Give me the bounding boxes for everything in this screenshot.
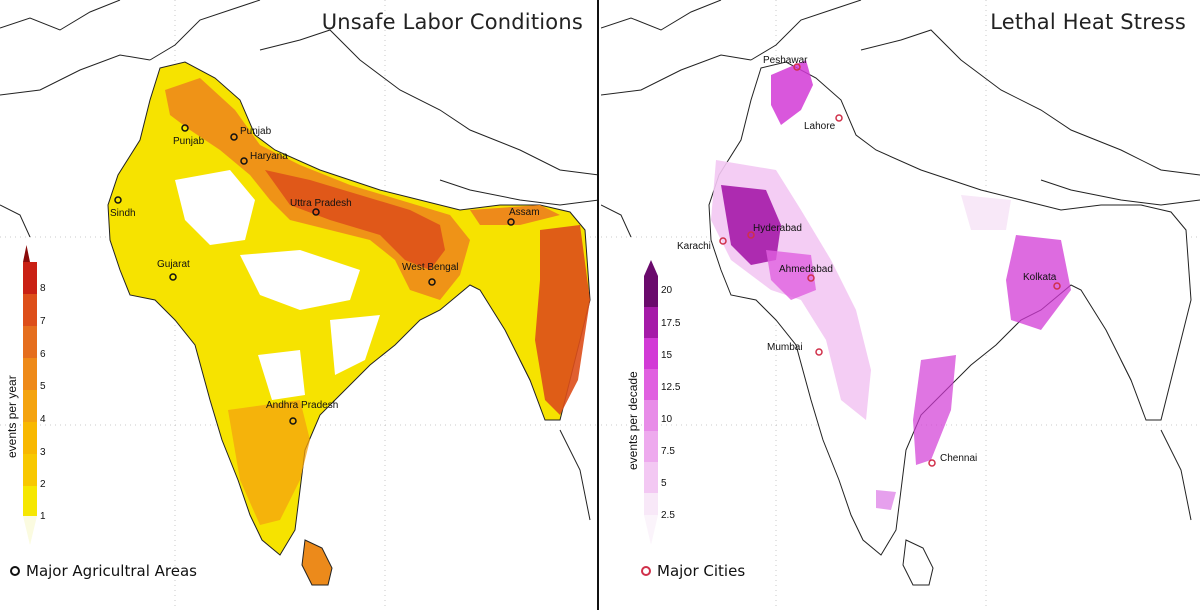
svg-text:3: 3 xyxy=(40,447,46,458)
svg-text:Lahore: Lahore xyxy=(804,121,836,132)
svg-text:Andhra Pradesh: Andhra Pradesh xyxy=(266,400,338,411)
svg-text:Chennai: Chennai xyxy=(940,453,977,464)
svg-text:8: 8 xyxy=(40,283,46,294)
heat-east-faint xyxy=(961,195,1011,230)
marker-legend: Major Agricultral Areas xyxy=(10,562,197,580)
risk-south xyxy=(228,400,310,525)
place-west-bengal: West Bengal xyxy=(402,262,459,286)
labor-conditions-map: Punjab Punjab Haryana Sindh Uttra Prades… xyxy=(0,0,597,610)
svg-text:Mumbai: Mumbai xyxy=(767,342,803,353)
high-risk-east xyxy=(535,225,590,415)
svg-text:Gujarat: Gujarat xyxy=(157,259,190,270)
heat-ahmedabad xyxy=(766,250,816,300)
svg-text:West Bengal: West Bengal xyxy=(402,262,459,273)
heat-kolkata xyxy=(1006,235,1071,330)
place-assam: Assam xyxy=(507,207,540,226)
city-mumbai: Mumbai xyxy=(767,342,823,356)
svg-text:Peshawar: Peshawar xyxy=(763,55,808,66)
city-karachi: Karachi xyxy=(677,237,727,252)
svg-text:20: 20 xyxy=(661,285,673,296)
city-ahmedabad: Ahmedabad xyxy=(779,264,833,282)
svg-text:Sindh: Sindh xyxy=(110,208,136,219)
svg-text:6: 6 xyxy=(40,349,46,360)
svg-text:events per year: events per year xyxy=(5,375,19,458)
panel-divider xyxy=(597,0,599,610)
city-hyderabad: Hyderabad xyxy=(747,223,802,239)
city-chennai: Chennai xyxy=(928,453,977,467)
svg-text:17.5: 17.5 xyxy=(661,318,681,329)
labor-colorbar: 1 2 3 4 5 6 7 8 events per year xyxy=(5,245,46,545)
marker-legend: Major Cities xyxy=(641,562,745,580)
no-data-deccan xyxy=(330,315,380,375)
svg-text:Punjab: Punjab xyxy=(173,136,205,147)
heat-peshawar xyxy=(771,60,813,125)
svg-text:4: 4 xyxy=(40,414,46,425)
svg-text:Karachi: Karachi xyxy=(677,241,711,252)
heat-stress-map: Peshawar Lahore Karachi Hyderabad Ahmeda… xyxy=(601,0,1200,610)
sri-lanka xyxy=(301,539,333,586)
place-punjab: Punjab xyxy=(173,124,205,147)
svg-text:Kolkata: Kolkata xyxy=(1023,272,1057,283)
svg-text:5: 5 xyxy=(40,381,46,392)
marker-legend-label: Major Cities xyxy=(657,562,746,580)
assam-band xyxy=(470,205,560,225)
place-gujarat: Gujarat xyxy=(157,259,190,281)
svg-text:Assam: Assam xyxy=(509,207,540,218)
city-markers: Peshawar Lahore Karachi Hyderabad Ahmeda… xyxy=(677,55,1061,467)
panel-title: Lethal Heat Stress xyxy=(990,10,1186,34)
svg-text:events per decade: events per decade xyxy=(626,371,640,470)
place-haryana: Haryana xyxy=(240,151,288,165)
svg-text:Uttra Pradesh: Uttra Pradesh xyxy=(290,198,352,209)
svg-text:Hyderabad: Hyderabad xyxy=(753,223,802,234)
no-data-thar xyxy=(175,170,255,245)
place-sindh: Sindh xyxy=(110,196,136,219)
heat-south-spot xyxy=(876,490,896,510)
place-punjab-2: Punjab xyxy=(230,126,272,141)
svg-text:7: 7 xyxy=(40,316,46,327)
heat-sindh-core xyxy=(721,185,781,265)
svg-text:5: 5 xyxy=(661,478,667,489)
marker-legend-icon xyxy=(10,566,20,576)
panel-title: Unsafe Labor Conditions xyxy=(321,10,583,34)
svg-text:Ahmedabad: Ahmedabad xyxy=(779,264,833,275)
city-peshawar: Peshawar xyxy=(763,55,808,71)
svg-text:Punjab: Punjab xyxy=(240,126,272,137)
city-lahore: Lahore xyxy=(804,114,843,132)
heat-stress-map-panel: Peshawar Lahore Karachi Hyderabad Ahmeda… xyxy=(601,0,1200,610)
svg-text:10: 10 xyxy=(661,414,673,425)
agricultural-markers: Punjab Punjab Haryana Sindh Uttra Prades… xyxy=(110,124,540,425)
country-borders xyxy=(0,0,597,521)
no-data-central xyxy=(240,250,360,310)
no-data-south xyxy=(258,350,305,400)
svg-text:1: 1 xyxy=(40,511,46,522)
svg-text:2: 2 xyxy=(40,479,46,490)
high-risk-core-north xyxy=(265,170,445,270)
svg-text:7.5: 7.5 xyxy=(661,446,675,457)
india-outline xyxy=(708,61,1192,556)
marker-legend-icon xyxy=(641,566,651,576)
marker-legend-label: Major Agricultral Areas xyxy=(26,562,197,580)
svg-text:2.5: 2.5 xyxy=(661,510,675,521)
place-uttra-pradesh: Uttra Pradesh xyxy=(290,198,352,216)
heat-colorbar: 2.5 5 7.5 10 12.5 15 17.5 20 events per … xyxy=(626,260,681,545)
svg-text:15: 15 xyxy=(661,350,673,361)
svg-text:Haryana: Haryana xyxy=(250,151,288,162)
place-andhra-pradesh: Andhra Pradesh xyxy=(266,400,338,425)
city-kolkata: Kolkata xyxy=(1023,272,1061,290)
sri-lanka xyxy=(902,539,934,586)
heat-east-coast xyxy=(913,355,956,465)
svg-text:12.5: 12.5 xyxy=(661,382,681,393)
labor-conditions-map-panel: Punjab Punjab Haryana Sindh Uttra Prades… xyxy=(0,0,599,610)
